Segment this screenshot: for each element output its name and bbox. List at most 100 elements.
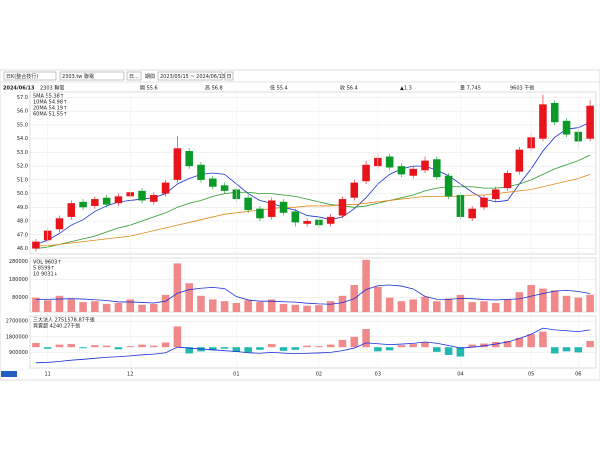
- freq-text: 日...: [129, 74, 139, 80]
- net-bar: [79, 347, 87, 349]
- net-bar: [374, 347, 382, 352]
- y-tick-label: 900000: [9, 350, 28, 356]
- net-bar: [114, 347, 123, 350]
- candle-body: [91, 199, 99, 206]
- net-bar: [433, 347, 441, 352]
- candle-body: [586, 105, 594, 139]
- volume-bar: [256, 302, 264, 312]
- net-bar: [362, 329, 370, 348]
- candle-body: [515, 149, 524, 172]
- line-series: [35, 284, 591, 305]
- net-bar: [256, 347, 264, 350]
- symbol-input[interactable]: [59, 71, 125, 81]
- volume-bar: [468, 302, 476, 312]
- net-bar: [491, 342, 500, 348]
- net-bar: [456, 347, 465, 357]
- volume-bar: [232, 303, 241, 312]
- volume-bar: [208, 299, 217, 312]
- menu-text: 日K(整合技行): [6, 73, 38, 80]
- volume-bar: [55, 295, 64, 312]
- period-label: 期間: [145, 74, 155, 80]
- y-tick-label: 52.0: [17, 164, 28, 170]
- volume-bar: [279, 303, 288, 312]
- frame: [0, 69, 600, 381]
- candle-body: [303, 221, 311, 224]
- legend-entry: 10 9031↓: [33, 272, 58, 278]
- header-field: ▲1.3: [400, 86, 412, 92]
- net-bar: [150, 345, 158, 348]
- volume-bar: [338, 295, 347, 312]
- volume-bar: [480, 301, 488, 312]
- candle-body: [385, 156, 394, 168]
- volume-bar: [456, 294, 465, 312]
- net-bar: [550, 347, 559, 354]
- corner-badge: [1, 371, 17, 377]
- volume-bar: [539, 288, 547, 312]
- freq[interactable]: [126, 71, 142, 81]
- menu[interactable]: [3, 71, 57, 81]
- net-bar: [326, 344, 335, 348]
- net-bar: [244, 347, 252, 353]
- candle-body: [444, 175, 453, 197]
- candle-body: [256, 208, 264, 219]
- volume-bar: [550, 290, 559, 312]
- panel: [29, 257, 597, 313]
- volume-bar: [173, 263, 182, 312]
- candle-body: [350, 182, 359, 198]
- unit-text: 日: [227, 74, 232, 80]
- candle-body: [55, 218, 64, 230]
- net-bar: [480, 343, 488, 348]
- line-series: [35, 121, 591, 245]
- volume-bar: [409, 299, 418, 312]
- candle-body: [79, 201, 87, 208]
- volume-bar: [138, 304, 146, 312]
- volume-bar: [67, 299, 76, 312]
- candle-body: [397, 166, 406, 175]
- line-series: [35, 327, 591, 364]
- y-tick-label: 2700000: [6, 319, 28, 325]
- legend-entry: 三大法人 2751578.87千張: [33, 317, 95, 324]
- y-tick-label: 1800000: [6, 334, 28, 340]
- y-tick-label: 49.0: [17, 205, 28, 211]
- volume-bar: [374, 286, 382, 312]
- net-bar: [232, 347, 241, 352]
- net-bar: [409, 344, 418, 348]
- net-bar: [279, 347, 288, 351]
- net-bar: [267, 344, 276, 348]
- x-tick-label: 06: [575, 372, 581, 378]
- legend-entry: 20MA 54.19↑: [33, 106, 67, 112]
- net-bar: [586, 340, 594, 348]
- volume-bar: [421, 296, 429, 312]
- candle-body: [150, 194, 158, 202]
- y-tick-label: 48.0: [17, 219, 28, 225]
- net-bar: [527, 334, 535, 348]
- header-date: 2024/06/13: [3, 86, 35, 92]
- candle-body: [433, 159, 441, 178]
- candle-body: [338, 199, 347, 216]
- header-field: 開 55.6: [140, 86, 158, 92]
- x-tick-label: 01: [233, 372, 239, 378]
- volume-bar: [433, 301, 441, 312]
- y-tick-label: 80000: [12, 295, 28, 301]
- y-tick-label: 47.0: [17, 232, 28, 238]
- candle-body: [468, 208, 476, 219]
- period-input[interactable]: [157, 71, 223, 81]
- candle-body: [173, 148, 182, 180]
- volume-bar: [197, 295, 205, 312]
- volume-bar: [562, 295, 571, 312]
- candle-body: [562, 120, 571, 135]
- volume-bar: [326, 301, 335, 312]
- net-bar: [503, 340, 512, 348]
- candle-body: [326, 216, 335, 224]
- volume-bar: [503, 299, 512, 312]
- candle-body: [362, 164, 370, 182]
- y-tick-label: 180000: [9, 277, 28, 283]
- unit[interactable]: [224, 71, 234, 81]
- volume-bar: [161, 294, 170, 312]
- y-tick-label: 50.0: [17, 191, 28, 197]
- candle-body: [409, 168, 418, 176]
- x-tick-label: 11: [45, 372, 51, 378]
- panel: [29, 91, 597, 255]
- net-bar: [173, 326, 182, 348]
